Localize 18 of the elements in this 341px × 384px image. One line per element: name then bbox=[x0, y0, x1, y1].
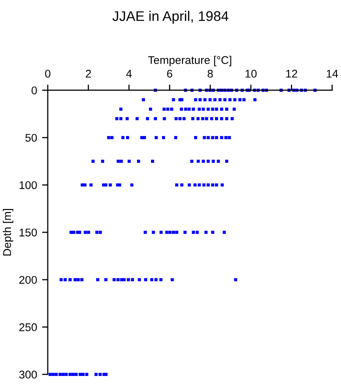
y-tick-label: 200 bbox=[19, 276, 37, 284]
y-axis-title: Depth [m] bbox=[2, 209, 14, 256]
y-tick-label: 250 bbox=[19, 323, 37, 332]
x-tick-label: 0 bbox=[45, 70, 50, 78]
chart-title: JJAE in April, 1984 bbox=[112, 10, 228, 24]
y-tick-label: 0 bbox=[32, 86, 37, 94]
x-tick-label: 14 bbox=[326, 70, 338, 78]
y-tick-label: 100 bbox=[20, 181, 37, 190]
x-tick-label: 2 bbox=[86, 70, 91, 78]
x-axis-title: Temperature [°C] bbox=[148, 56, 232, 66]
x-tick-label: 12 bbox=[286, 70, 298, 78]
y-tick-label: 50 bbox=[25, 134, 37, 142]
x-tick-label: 8 bbox=[208, 70, 213, 78]
y-tick-label: 300 bbox=[19, 370, 37, 379]
x-tick-label: 10 bbox=[246, 70, 257, 78]
x-tick-label: 4 bbox=[126, 70, 132, 78]
x-tick-label: 6 bbox=[167, 70, 172, 78]
y-tick-label: 150 bbox=[20, 228, 37, 236]
